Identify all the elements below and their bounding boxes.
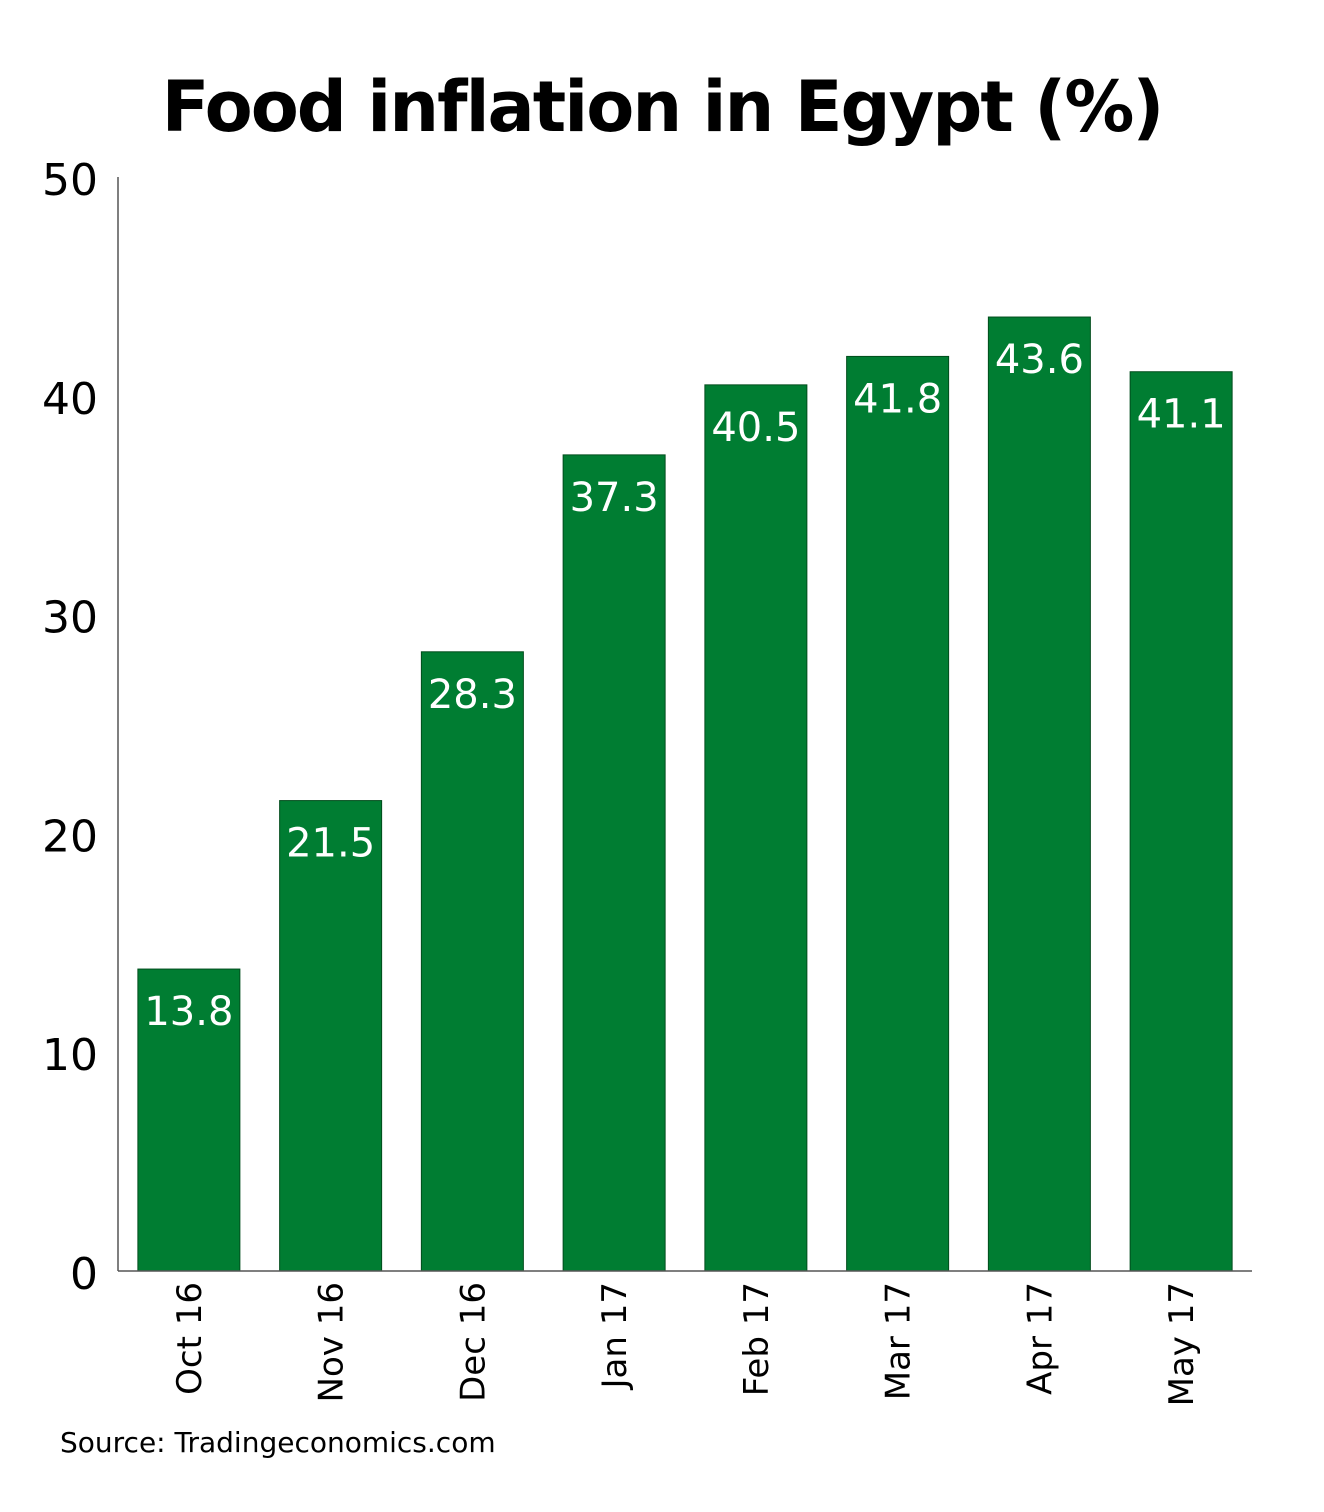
bar <box>279 800 383 1272</box>
bar-series <box>137 316 1233 1272</box>
y-axis-ticks: 0 10 20 30 40 50 <box>42 155 98 1300</box>
bar <box>420 651 524 1272</box>
bar-value-label: 41.8 <box>853 376 942 422</box>
x-tick-label: Nov 16 <box>312 1282 352 1402</box>
bar <box>137 968 241 1272</box>
bar-value-label: 41.1 <box>1137 392 1226 438</box>
bar-value-label: 40.5 <box>711 405 800 451</box>
bar <box>846 355 950 1272</box>
x-axis-ticks: Oct 16 Nov 16 Dec 16 Jan 17 Feb 17 Mar 17 Apr … <box>170 1282 1202 1406</box>
x-tick-label: Apr 17 <box>1020 1282 1060 1395</box>
bar-value-label: 13.8 <box>144 989 233 1035</box>
source-note: Source: Tradingeconomics.com <box>60 1426 496 1459</box>
y-tick-label: 20 <box>42 811 98 862</box>
y-tick-label: 0 <box>70 1249 98 1300</box>
x-tick-label: Mar 17 <box>879 1282 919 1400</box>
x-tick-label: Jan 17 <box>595 1282 635 1390</box>
y-tick-label: 30 <box>42 593 98 644</box>
x-tick-label: Feb 17 <box>737 1282 777 1396</box>
bar <box>562 454 666 1272</box>
y-tick-label: 50 <box>42 155 98 206</box>
x-tick-label: May 17 <box>1162 1282 1202 1406</box>
bar <box>1129 371 1233 1272</box>
bar-value-label: 21.5 <box>286 821 375 867</box>
bar-value-label: 28.3 <box>428 672 517 718</box>
x-tick-label: Oct 16 <box>170 1282 210 1395</box>
bar <box>704 384 808 1272</box>
x-tick-label: Dec 16 <box>453 1282 493 1402</box>
y-tick-label: 40 <box>42 374 98 425</box>
bar-value-label: 43.6 <box>995 337 1084 383</box>
y-tick-label: 10 <box>42 1030 98 1081</box>
chart-title: Food inflation in Egypt (%) <box>161 66 1165 148</box>
data-labels: 13.8 21.5 28.3 37.3 40.5 41.8 43.6 41.1 <box>144 337 1225 1035</box>
bar-value-label: 37.3 <box>570 475 659 521</box>
bar <box>987 316 1091 1272</box>
